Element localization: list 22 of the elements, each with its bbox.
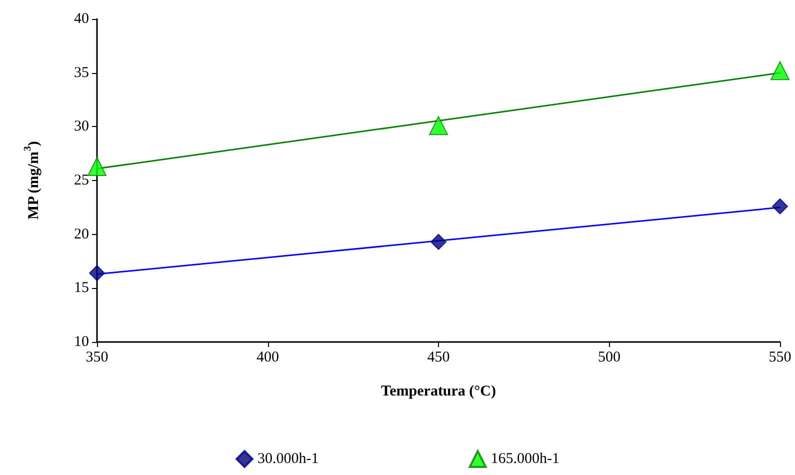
point: [772, 198, 788, 214]
legend-label: 165.000h-1: [490, 451, 560, 467]
y-tick-label: 35: [74, 64, 89, 81]
y-tick-label: 30: [74, 118, 89, 135]
x-tick-label: 550: [768, 350, 792, 366]
point: [430, 234, 446, 250]
x-tick-label: 500: [598, 350, 620, 366]
y-tick-label: 40: [74, 11, 89, 27]
point: [429, 116, 448, 136]
y-axis-title: MP (mg/m3): [22, 141, 42, 220]
point: [89, 265, 105, 282]
y-tick-label: 10: [74, 334, 89, 350]
point: [88, 157, 106, 176]
legend-label: 30.000h-1: [258, 451, 319, 467]
y-tick-label: 15: [74, 280, 89, 296]
point: [770, 61, 790, 80]
x-axis-title: Temperatura (°C): [380, 384, 496, 400]
x-tick-label: 400: [256, 350, 279, 366]
x-tick-label: 350: [86, 350, 108, 366]
x-tick-label: 450: [427, 350, 450, 366]
y-tick-label: 25: [74, 172, 89, 188]
y-tick-label: 20: [74, 226, 89, 242]
